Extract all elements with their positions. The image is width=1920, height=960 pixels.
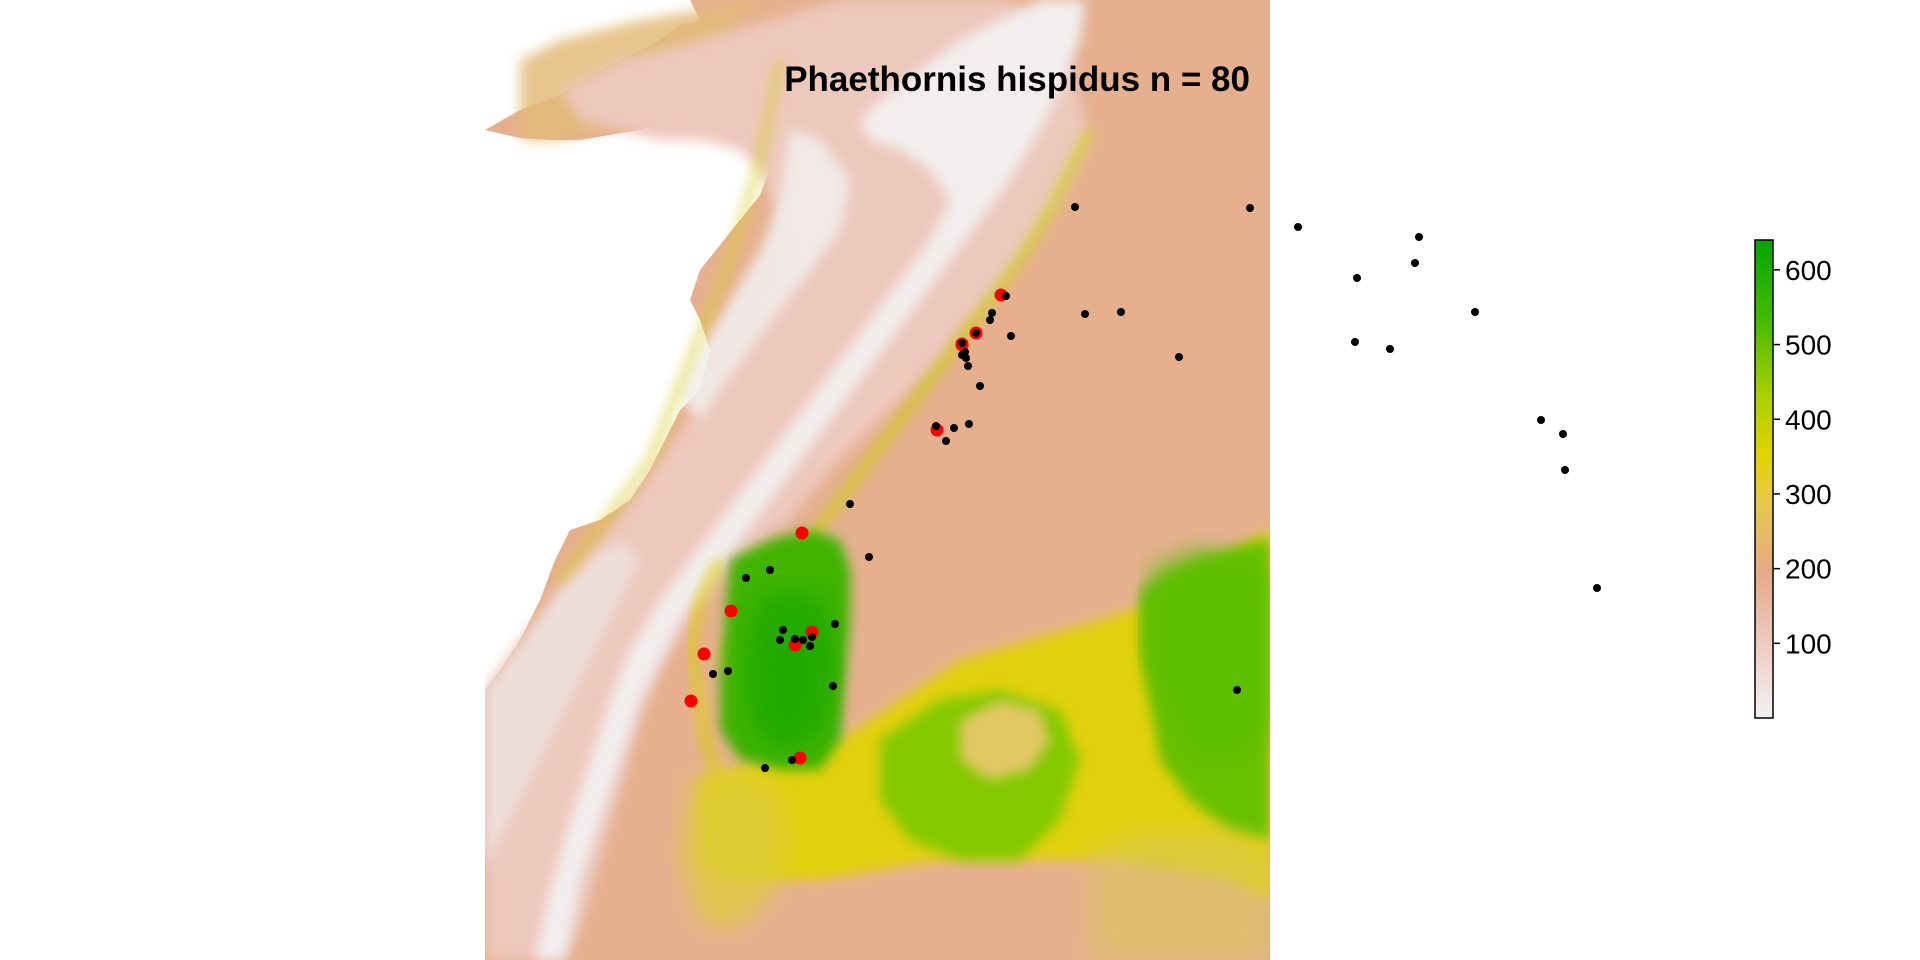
occurrence-point — [950, 424, 958, 432]
legend-ticks: 100 200 300 400 500 600 — [1773, 255, 1832, 659]
occurrence-point — [724, 667, 732, 675]
occurrence-point-highlighted — [684, 694, 698, 708]
eastern-green-patch — [1150, 550, 1270, 760]
occurrence-point — [1353, 274, 1361, 282]
andes-high — [535, 0, 1085, 960]
west-slope-band — [557, 59, 783, 582]
occurrence-point — [1351, 338, 1359, 346]
occurrence-point — [942, 437, 950, 445]
occurrence-point — [965, 420, 973, 428]
occurrence-point — [806, 642, 814, 650]
legend-colorbar — [1754, 239, 1774, 719]
occurrence-point-highlighted — [795, 526, 809, 540]
occurrence-point — [788, 756, 796, 764]
legend-tick-label: 300 — [1785, 479, 1832, 510]
occurrence-points — [684, 203, 1601, 772]
elevation-legend: 100 200 300 400 500 600 — [1754, 239, 1832, 719]
occurrence-point — [791, 635, 799, 643]
occurrence-point — [1537, 416, 1545, 424]
occurrence-point — [1246, 204, 1254, 212]
occurrence-point — [988, 309, 996, 317]
legend-tick-label: 200 — [1785, 554, 1832, 585]
occurrence-point-highlighted — [788, 638, 802, 652]
map-title: Phaethornis hispidus n = 80 — [784, 60, 1250, 99]
occurrence-point — [776, 636, 784, 644]
occurrence-point — [709, 670, 717, 678]
occurrence-point — [865, 553, 873, 561]
occurrence-point — [761, 764, 769, 772]
occurrence-point — [964, 362, 972, 370]
lowland-light-patch — [960, 700, 1050, 780]
occurrence-point — [1081, 310, 1089, 318]
occurrence-point — [1386, 345, 1394, 353]
legend-tick-label: 500 — [1785, 330, 1832, 361]
western-cordillera — [680, 130, 850, 420]
occurrence-point — [958, 351, 966, 359]
no-data-region — [485, 0, 800, 690]
occurrence-point-highlighted — [724, 604, 738, 618]
elevation-raster — [485, 0, 1270, 960]
occurrence-point — [1002, 292, 1010, 300]
occurrence-point — [1175, 353, 1183, 361]
occurrence-point — [986, 316, 994, 324]
occurrence-point — [1294, 223, 1302, 231]
occurrence-point — [846, 500, 854, 508]
occurrence-point — [1233, 686, 1241, 694]
occurrence-point — [1411, 259, 1419, 267]
occurrence-point — [972, 329, 980, 337]
occurrence-point — [1471, 308, 1479, 316]
occurrence-point — [958, 339, 966, 347]
forest-yellow-rim — [685, 558, 724, 782]
occurrence-point-highlighted — [697, 647, 711, 661]
occurrence-point — [829, 682, 837, 690]
legend-tick-label: 600 — [1785, 255, 1832, 286]
occurrence-point — [932, 422, 940, 430]
occurrence-point — [742, 574, 750, 582]
coastal-highland — [485, 540, 640, 870]
lowland-yellow-southwest — [680, 770, 790, 930]
occurrence-point — [1117, 308, 1125, 316]
occurrence-point — [779, 626, 787, 634]
occurrence-point-highlighted — [793, 751, 807, 765]
occurrence-point — [799, 636, 807, 644]
occurrence-point — [1071, 203, 1079, 211]
occurrence-point — [1559, 430, 1567, 438]
occurrence-point — [976, 382, 984, 390]
legend-tick-label: 400 — [1785, 404, 1832, 435]
occurrence-point — [766, 566, 774, 574]
occurrence-point — [831, 620, 839, 628]
occurrence-point — [1007, 332, 1015, 340]
forest-dark-core — [745, 590, 835, 750]
occurrence-point — [1415, 233, 1423, 241]
southeast-lowland — [1090, 830, 1270, 960]
legend-tick-label: 100 — [1785, 628, 1832, 659]
occurrence-point — [1561, 466, 1569, 474]
occurrence-point — [1593, 584, 1601, 592]
occurrence-point — [808, 633, 816, 641]
